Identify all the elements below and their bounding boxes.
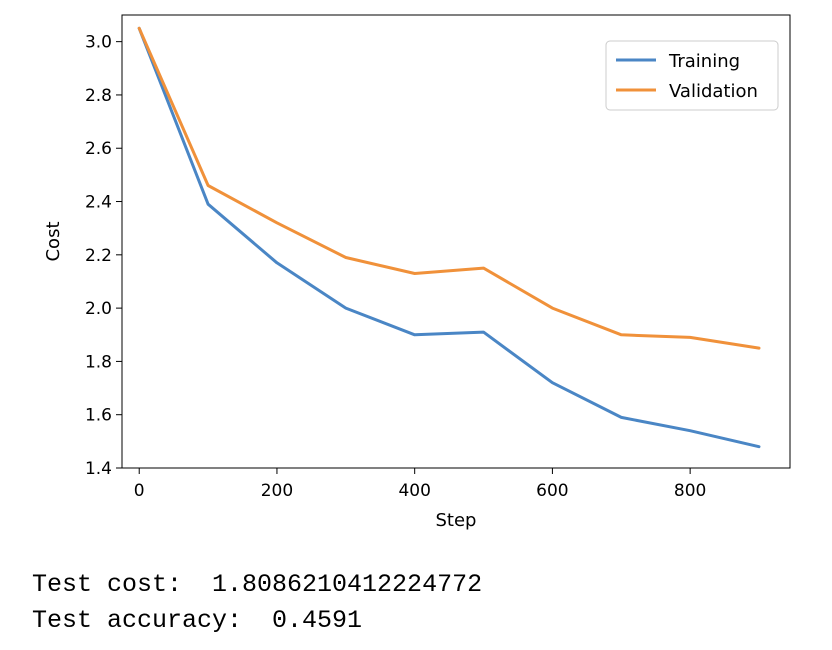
x-tick-label: 400 [398, 481, 430, 501]
y-tick-label: 2.0 [85, 299, 112, 319]
x-tick-label: 200 [261, 481, 293, 501]
y-tick-label: 1.8 [85, 352, 112, 372]
x-tick-label: 800 [674, 481, 706, 501]
y-tick-label: 2.6 [85, 139, 112, 159]
y-tick-label: 2.2 [85, 246, 112, 266]
y-tick-label: 2.4 [85, 193, 112, 213]
legend-label-training: Training [668, 51, 740, 72]
legend-label-validation: Validation [669, 81, 758, 102]
y-tick-label: 3.0 [85, 33, 112, 53]
series-line-validation [137, 26, 761, 350]
y-tick-label: 1.4 [85, 459, 112, 479]
test-accuracy-output: Test accuracy: 0.4591 [32, 606, 363, 635]
y-tick-label: 2.8 [85, 86, 112, 106]
x-tick-label: 0 [134, 481, 145, 501]
x-axis-label: Step [436, 510, 477, 531]
test-cost-output: Test cost: 1.8086210412224772 [32, 570, 483, 599]
line-chart: 0 200 400 600 800 1.4 1.6 1.8 2.0 2.2 2.4 2.6 2.8 3.0… [43, 14, 791, 531]
y-axis-label: Cost [43, 221, 64, 261]
plot-frame [121, 14, 791, 469]
x-tick-label: 600 [536, 481, 568, 501]
series-line-training [137, 26, 761, 449]
y-tick-label: 1.6 [85, 406, 112, 426]
legend-box [605, 40, 779, 111]
